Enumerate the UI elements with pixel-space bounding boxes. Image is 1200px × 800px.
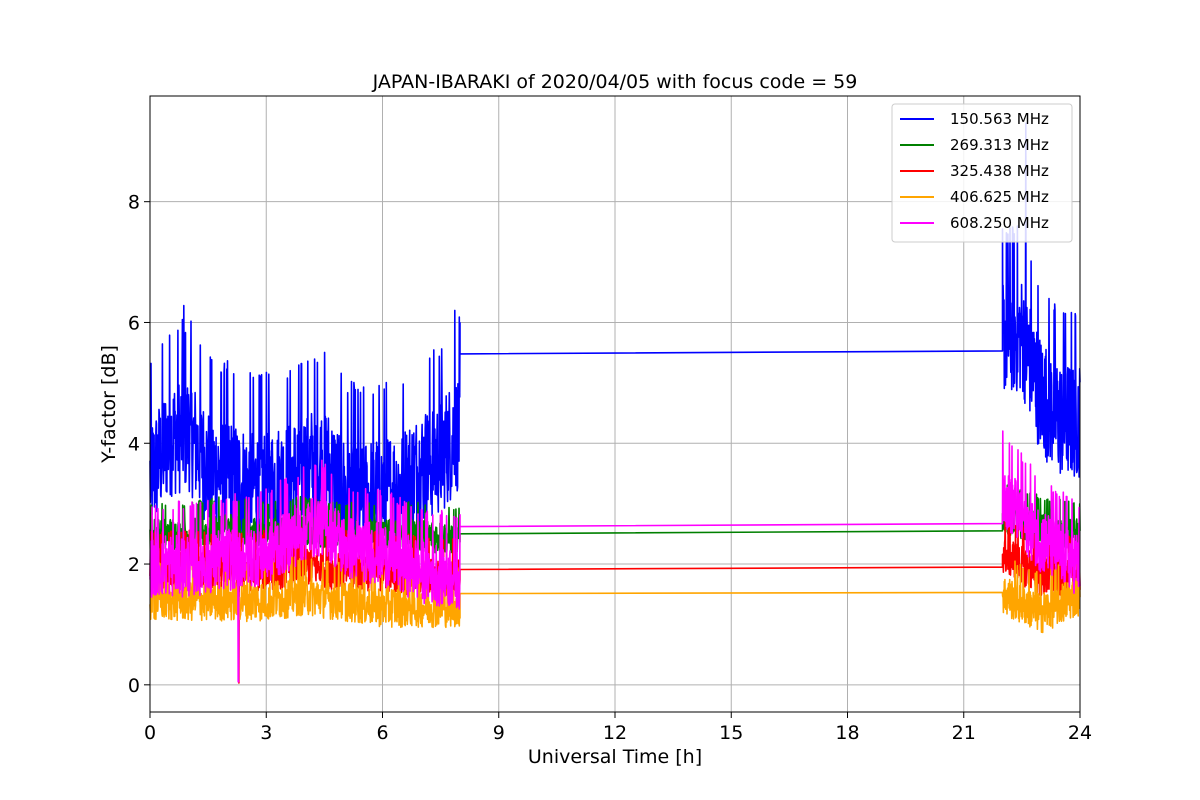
y-tick-label: 0 [128,675,140,697]
x-tick-label: 18 [835,722,859,744]
y-axis-label: Y-factor [dB] [98,345,120,464]
legend-entry: 150.563 MHz [950,110,1049,128]
series-line [149,122,1081,555]
chart-title: JAPAN-IBARAKI of 2020/04/05 with focus c… [372,71,858,93]
plot-area [149,122,1081,684]
legend: 150.563 MHz 269.313 MHz 325.438 MHz 406.625… [891,103,1073,243]
x-axis: 0 3 6 9 12 15 18 21 24 [144,712,1092,744]
x-tick-label: 24 [1068,722,1092,744]
legend-box [891,103,1073,243]
legend-entry: 269.313 MHz [950,136,1049,154]
series-line [149,554,1081,634]
y-tick-label: 4 [128,433,140,455]
legend-entry: 608.250 MHz [950,214,1049,232]
x-tick-label: 6 [376,722,388,744]
x-tick-label: 12 [603,722,627,744]
x-tick-label: 3 [260,722,272,744]
y-axis: 0 2 4 6 8 [128,192,150,697]
y-tick-label: 6 [128,312,140,334]
x-tick-label: 15 [719,722,743,744]
legend-entry: 325.438 MHz [950,162,1049,180]
series-line [149,430,1081,683]
legend-entry: 406.625 MHz [950,188,1049,206]
y-tick-label: 8 [128,192,140,214]
x-tick-label: 21 [952,722,976,744]
x-axis-label: Universal Time [h] [528,746,702,768]
x-tick-label: 9 [493,722,505,744]
x-tick-label: 0 [144,722,156,744]
y-tick-label: 2 [128,554,140,576]
